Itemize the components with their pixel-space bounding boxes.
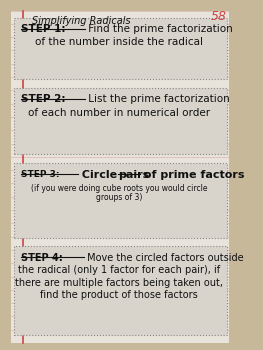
Text: STEP 3:: STEP 3: — [21, 170, 59, 179]
Text: Move the circled factors outside: Move the circled factors outside — [84, 253, 244, 263]
Text: List the prime factorization: List the prime factorization — [85, 94, 230, 105]
FancyBboxPatch shape — [11, 10, 229, 343]
Text: STEP 1:: STEP 1: — [21, 24, 65, 34]
Text: there are multiple factors being taken out,: there are multiple factors being taken o… — [15, 278, 223, 288]
FancyBboxPatch shape — [14, 18, 226, 79]
Text: STEP 4:: STEP 4: — [21, 253, 63, 263]
FancyBboxPatch shape — [14, 163, 226, 238]
FancyBboxPatch shape — [14, 246, 226, 335]
Text: of prime factors: of prime factors — [140, 170, 245, 180]
Text: STEP 2:: STEP 2: — [21, 94, 65, 105]
Text: Circle: Circle — [78, 170, 121, 180]
Text: 58: 58 — [210, 10, 226, 23]
Text: the radical (only 1 factor for each pair), if: the radical (only 1 factor for each pair… — [18, 265, 220, 275]
Text: Simplifying Radicals: Simplifying Radicals — [32, 16, 131, 26]
Text: find the product of those factors: find the product of those factors — [40, 290, 198, 300]
Text: pairs: pairs — [118, 170, 149, 180]
Text: of the number inside the radical: of the number inside the radical — [35, 37, 203, 47]
FancyBboxPatch shape — [14, 88, 226, 154]
Text: groups of 3): groups of 3) — [96, 193, 142, 202]
Text: Find the prime factorization: Find the prime factorization — [85, 24, 233, 34]
Text: of each number in numerical order: of each number in numerical order — [28, 108, 210, 118]
Text: (if you were doing cube roots you would circle: (if you were doing cube roots you would … — [31, 184, 207, 193]
